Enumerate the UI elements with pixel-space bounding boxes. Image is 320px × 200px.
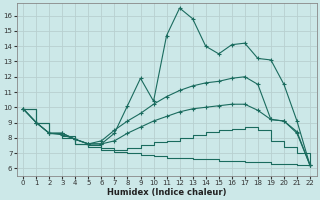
X-axis label: Humidex (Indice chaleur): Humidex (Indice chaleur)	[107, 188, 226, 197]
